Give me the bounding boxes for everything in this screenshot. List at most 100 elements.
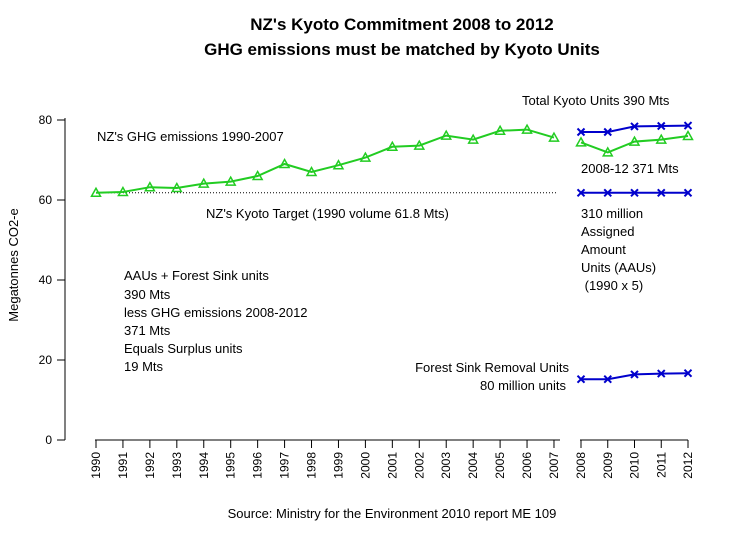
x-tick-label: 2001 <box>385 452 399 479</box>
x-tick-label: 2008 <box>574 452 588 479</box>
y-ticks: 0 20 40 60 80 <box>39 113 65 447</box>
period-emissions-label: 2008-12 371 Mts <box>581 161 679 176</box>
data-point <box>603 127 612 137</box>
data-point <box>251 169 264 181</box>
data-point <box>413 139 426 150</box>
x-tick-label: 1999 <box>331 452 345 479</box>
series-layer <box>90 121 694 384</box>
y-tick-label: 0 <box>45 433 52 447</box>
series-4 <box>576 368 693 384</box>
y-tick-label: 20 <box>39 353 53 367</box>
data-point <box>630 370 639 379</box>
aau-note-line: Units (AAUs) <box>581 260 656 275</box>
x-tick-label: 1992 <box>143 452 157 479</box>
x-tick-label: 2000 <box>358 452 372 479</box>
series-line <box>95 128 555 194</box>
kyoto-target-label: NZ's Kyoto Target (1990 volume 61.8 Mts) <box>206 206 449 221</box>
aau-note: 310 million Assigned Amount Units (AAUs)… <box>581 206 656 293</box>
x-tick-label: 2003 <box>439 452 453 479</box>
data-point <box>548 131 560 142</box>
surplus-note-line: less GHG emissions 2008-2012 <box>124 305 308 320</box>
x-tick-label: 2007 <box>547 452 561 479</box>
data-point <box>630 188 639 198</box>
data-point <box>494 124 506 136</box>
x-tick-label: 1996 <box>251 452 265 479</box>
x-tick-label: 1994 <box>197 452 211 479</box>
total-units-label: Total Kyoto Units 390 Mts <box>522 93 670 108</box>
x-tick-label: 1995 <box>224 452 238 479</box>
x-tick-label: 1997 <box>278 452 292 479</box>
data-point <box>576 188 586 198</box>
data-point <box>467 133 479 144</box>
series-3 <box>576 188 693 198</box>
aau-note-line: Amount <box>581 242 626 257</box>
x-tick-label: 1991 <box>116 452 130 479</box>
data-point <box>575 136 587 147</box>
x-tick-label: 2010 <box>628 452 642 479</box>
x-tick-label: 1998 <box>305 452 319 479</box>
surplus-note: AAUs + Forest Sink units 390 Mts less GH… <box>124 268 308 374</box>
data-point <box>657 188 666 198</box>
data-point <box>90 186 102 198</box>
data-point <box>440 129 453 140</box>
x-tick-label: 2011 <box>654 452 668 478</box>
surplus-note-line: 19 Mts <box>124 359 164 374</box>
data-point <box>576 374 586 384</box>
series-2 <box>576 121 693 137</box>
chart-title: NZ's Kyoto Commitment 2008 to 2012 <box>250 15 554 34</box>
data-point <box>576 127 586 137</box>
data-point <box>603 188 612 198</box>
x-tick-label: 1993 <box>170 452 184 479</box>
source-note: Source: Ministry for the Environment 201… <box>228 506 557 521</box>
data-point <box>521 123 533 134</box>
x-tick-label: 2009 <box>601 452 615 479</box>
data-point <box>386 140 399 152</box>
data-point <box>657 121 666 131</box>
x-tick-label: 1990 <box>89 452 103 479</box>
data-point <box>683 188 693 198</box>
series-line <box>580 135 689 154</box>
y-tick-label: 40 <box>39 273 53 287</box>
y-axis-label: Megatonnes CO2-e <box>6 208 21 321</box>
surplus-note-line: 371 Mts <box>124 323 171 338</box>
data-point <box>197 177 210 188</box>
series-1 <box>575 129 694 157</box>
data-point <box>359 151 372 162</box>
y-tick-label: 60 <box>39 193 53 207</box>
x-tick-label: 2012 <box>681 452 695 479</box>
x-tick-label: 2005 <box>493 452 507 479</box>
forest-sink-label: Forest Sink Removal Units <box>415 360 569 375</box>
data-point <box>305 165 318 177</box>
data-point <box>278 157 291 169</box>
data-point <box>655 133 668 144</box>
data-point <box>603 374 612 384</box>
data-point <box>144 181 156 192</box>
series-0 <box>90 123 560 198</box>
x-tick-label: 2004 <box>466 452 480 479</box>
ghg-emissions-label: NZ's GHG emissions 1990-2007 <box>97 129 284 144</box>
x-tick-label: 2002 <box>412 452 426 479</box>
surplus-note-line: AAUs + Forest Sink units <box>124 268 269 283</box>
data-point <box>628 135 641 146</box>
aau-note-line: Assigned <box>581 224 634 239</box>
data-point <box>683 121 693 130</box>
x-tick-label: 2006 <box>520 452 534 479</box>
x-ticks: 1990 1991 1992 1993 1994 1995 1996 1997 1998 1999… <box>89 440 695 479</box>
aau-note-line: (1990 x 5) <box>581 278 643 293</box>
data-point <box>332 159 345 170</box>
data-point <box>224 175 237 186</box>
chart-subtitle: GHG emissions must be matched by Kyoto U… <box>204 40 600 59</box>
y-tick-label: 80 <box>39 113 53 127</box>
data-point <box>117 185 129 197</box>
data-point <box>683 368 693 378</box>
data-point <box>682 129 694 141</box>
data-point <box>171 181 183 193</box>
data-point <box>657 369 666 378</box>
aau-note-line: 310 million <box>581 206 643 221</box>
data-point <box>630 122 639 131</box>
surplus-note-line: 390 Mts <box>124 287 171 302</box>
data-point <box>601 146 614 157</box>
forest-sink-amount: 80 million units <box>480 378 566 393</box>
surplus-note-line: Equals Surplus units <box>124 341 243 356</box>
